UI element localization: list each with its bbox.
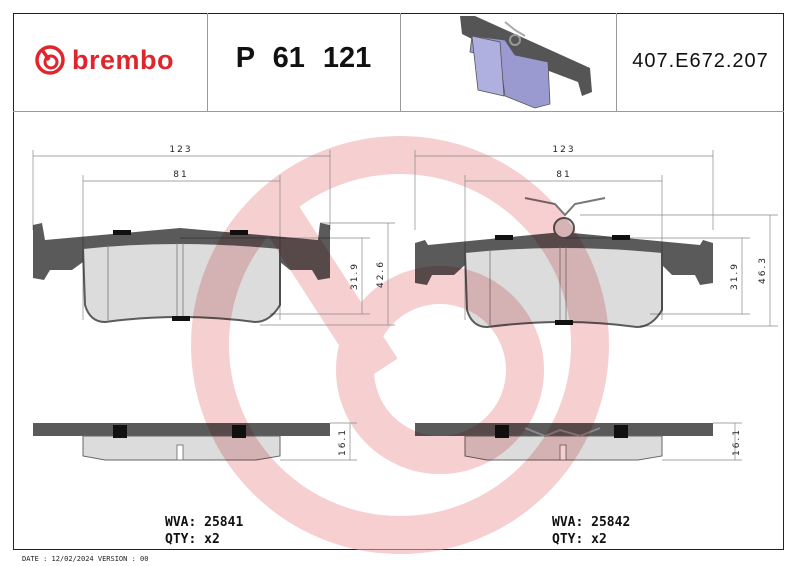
date-version: DATE : 12/02/2024 VERSION : 00 (22, 555, 149, 563)
brembo-logo-icon (35, 45, 65, 75)
dim-right-height-friction: 31.9 (730, 262, 740, 290)
dim-right-thickness: 16.1 (732, 428, 742, 456)
right-pad-front-view (415, 197, 713, 329)
dim-left-width-overall: 123 (169, 145, 192, 155)
right-qty: QTY: x2 (552, 532, 607, 547)
dim-left-height-overall: 42.6 (376, 260, 386, 288)
left-pad-side-view (33, 423, 330, 461)
brand-logo: brembo (34, 44, 174, 76)
dim-left-thickness: 16.1 (338, 428, 348, 456)
brand-name: brembo (72, 44, 175, 75)
dim-left-width-friction: 81 (173, 170, 188, 180)
right-wva: WVA: 25842 (552, 515, 631, 530)
reference-code: 407.E672.207 (632, 50, 769, 72)
divider (400, 13, 401, 111)
product-thumbnail (460, 16, 592, 109)
dim-right-width-overall: 123 (552, 145, 575, 155)
dim-right-height-overall: 46.3 (758, 256, 768, 284)
divider (616, 13, 617, 111)
right-pad-side-view (415, 423, 713, 461)
part-number: P 61 121 (235, 42, 372, 74)
left-wva: WVA: 25841 (165, 515, 244, 530)
header-row (13, 13, 784, 112)
left-pad-front-view (33, 223, 330, 324)
dim-left-height-friction: 31.9 (350, 262, 360, 290)
dim-right-width-friction: 81 (556, 170, 571, 180)
divider (207, 13, 208, 111)
brembo-watermark (191, 136, 609, 554)
left-qty: QTY: x2 (165, 532, 220, 547)
